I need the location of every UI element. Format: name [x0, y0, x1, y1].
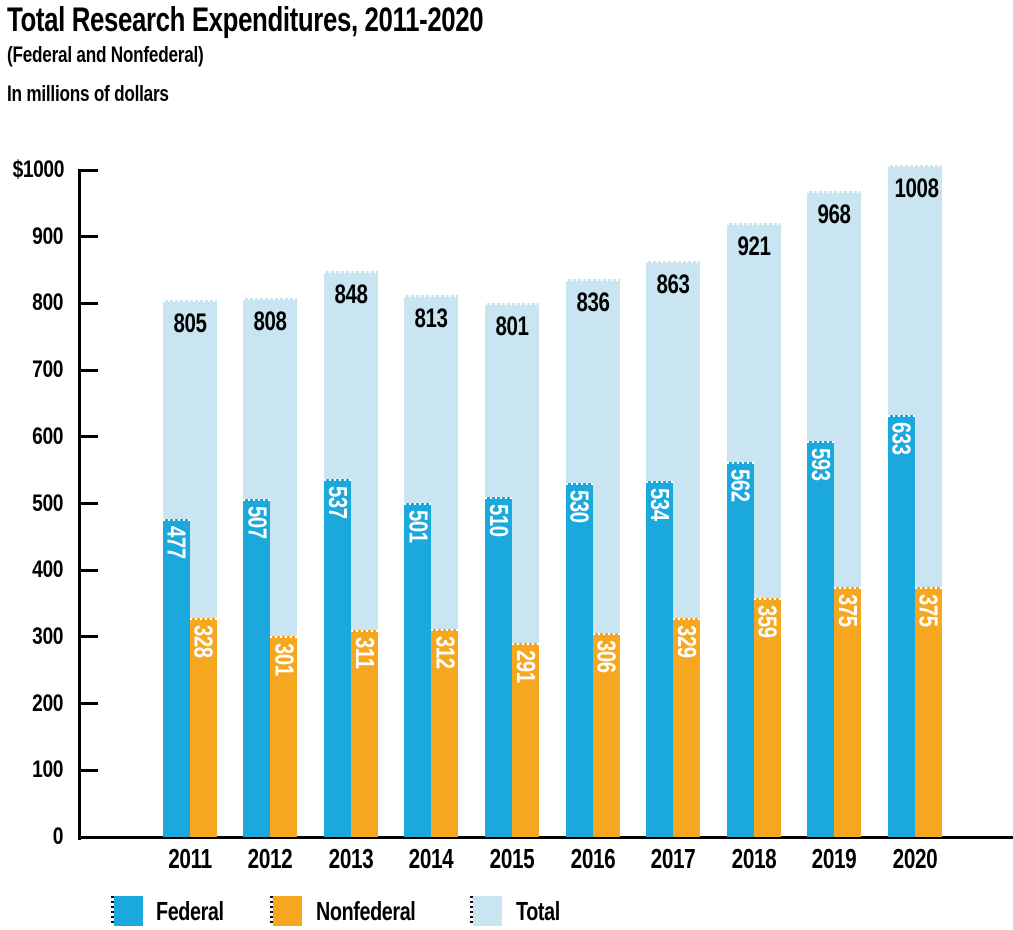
federal-bar-2016 — [565, 483, 593, 837]
x-axis-year-label: 2020 — [892, 843, 938, 874]
nonfederal-value-label: 306 — [591, 639, 622, 673]
legend-label-total: Total — [516, 896, 560, 926]
federal-value-label: 633 — [886, 421, 917, 455]
y-axis-tick-label: 700 — [32, 356, 63, 384]
nonfederal-bar-2017 — [673, 617, 701, 837]
total-value-label: 805 — [173, 308, 207, 339]
chart-legend: Federal Nonfederal Total — [0, 896, 1013, 928]
federal-value-label: 537 — [322, 485, 353, 519]
y-axis-tick — [78, 568, 98, 572]
federal-bar-2012 — [243, 498, 271, 837]
legend-swatch-total — [470, 896, 502, 926]
federal-bar-2019 — [807, 441, 835, 837]
nonfederal-value-label: 329 — [672, 624, 703, 658]
y-axis-tick-label: 300 — [32, 622, 63, 650]
federal-value-label: 507 — [242, 505, 273, 539]
legend-swatch-nonfederal — [270, 896, 302, 926]
y-axis-tick-label: 400 — [32, 556, 63, 584]
total-value-label: 1008 — [894, 172, 939, 203]
chart-units-note: In millions of dollars — [7, 81, 169, 106]
y-axis-tick — [78, 635, 98, 639]
federal-bar-2020 — [887, 414, 915, 837]
federal-value-label: 501 — [403, 509, 434, 543]
nonfederal-value-label: 375 — [833, 593, 864, 627]
y-axis-tick — [78, 702, 98, 706]
total-value-label: 968 — [817, 199, 851, 230]
total-value-label: 836 — [575, 287, 610, 318]
nonfederal-bar-2020 — [914, 586, 942, 837]
total-value-label: 813 — [414, 302, 448, 333]
nonfederal-bar-2016 — [592, 632, 620, 837]
y-axis-tick-label: 900 — [32, 222, 63, 250]
nonfederal-bar-2019 — [834, 586, 862, 837]
total-value-label: 848 — [334, 279, 368, 310]
y-axis-tick-label: 800 — [32, 289, 63, 317]
total-value-label: 808 — [253, 306, 287, 337]
federal-bar-2011 — [162, 518, 190, 837]
nonfederal-bar-2012 — [270, 636, 298, 837]
y-axis-tick-label: 0 — [52, 823, 64, 850]
nonfederal-value-label: 291 — [510, 649, 541, 683]
federal-value-label: 562 — [725, 469, 756, 502]
nonfederal-value-label: 375 — [913, 593, 944, 627]
federal-bar-2018 — [726, 462, 754, 837]
y-axis-tick-label: 100 — [32, 756, 63, 784]
y-axis-tick — [78, 368, 98, 372]
y-axis-tick — [78, 768, 98, 772]
nonfederal-bar-2015 — [511, 642, 539, 837]
x-axis-year-label: 2014 — [409, 843, 454, 874]
y-axis-tick — [78, 235, 98, 239]
total-value-label: 801 — [495, 310, 529, 341]
y-axis-tick — [78, 502, 98, 505]
y-axis-tick-label: $1000 — [12, 156, 65, 183]
y-axis-tick — [78, 168, 98, 172]
federal-value-label: 593 — [806, 448, 837, 482]
federal-value-label: 510 — [483, 503, 514, 537]
y-axis-tick — [78, 835, 98, 839]
x-axis-line — [78, 836, 1013, 839]
total-value-label: 863 — [656, 269, 690, 300]
legend-label-federal: Federal — [156, 896, 224, 926]
y-axis-tick — [78, 301, 98, 305]
nonfederal-value-label: 301 — [269, 643, 300, 676]
nonfederal-value-label: 328 — [188, 625, 219, 658]
legend-label-nonfederal: Nonfederal — [316, 896, 416, 926]
nonfederal-bar-2011 — [189, 618, 217, 837]
x-axis-year-label: 2012 — [247, 843, 293, 874]
nonfederal-bar-2018 — [753, 597, 781, 837]
nonfederal-value-label: 312 — [430, 635, 461, 669]
federal-value-label: 477 — [161, 525, 192, 559]
y-axis-tick-label: 600 — [32, 422, 63, 450]
nonfederal-value-label: 311 — [349, 636, 380, 669]
federal-bar-2014 — [404, 502, 432, 837]
x-axis-year-label: 2017 — [650, 843, 696, 874]
federal-value-label: 534 — [645, 487, 676, 521]
x-axis-year-label: 2019 — [811, 843, 857, 874]
y-axis-tick-label: 200 — [32, 689, 63, 717]
total-value-label: 921 — [737, 230, 771, 261]
nonfederal-value-label: 359 — [752, 604, 783, 638]
y-axis-tick-label: 500 — [32, 489, 63, 517]
federal-value-label: 530 — [564, 490, 595, 524]
chart-title: Total Research Expenditures, 2011-2020 — [7, 1, 484, 39]
federal-bar-2017 — [646, 480, 674, 837]
x-axis-year-label: 2015 — [489, 843, 535, 874]
x-axis-year-label: 2013 — [328, 843, 374, 874]
x-axis-year-label: 2011 — [167, 843, 212, 874]
federal-bar-2015 — [484, 496, 512, 837]
federal-bar-2013 — [323, 478, 351, 837]
chart-subtitle: (Federal and Nonfederal) — [7, 42, 204, 67]
x-axis-year-label: 2016 — [570, 843, 615, 874]
nonfederal-bar-2014 — [431, 628, 459, 837]
y-axis-tick — [78, 435, 98, 439]
legend-swatch-federal — [111, 896, 143, 926]
x-axis-year-label: 2018 — [731, 843, 776, 874]
nonfederal-bar-2013 — [350, 629, 378, 837]
